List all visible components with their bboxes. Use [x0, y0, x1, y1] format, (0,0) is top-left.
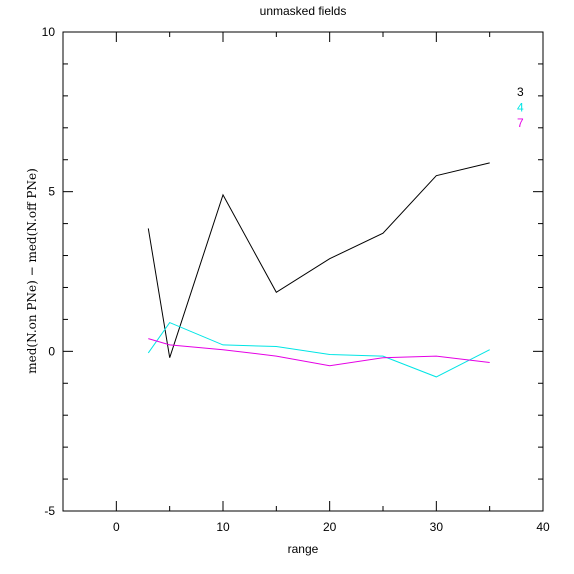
series-lines [147, 162, 490, 378]
legend-entry-7: 7 [517, 116, 524, 130]
x-axis-label: range [288, 542, 319, 556]
chart-title: unmasked fields [260, 4, 347, 18]
series-line-3 [147, 162, 490, 358]
x-tick-label: 40 [536, 520, 550, 534]
x-tick-label: 30 [430, 520, 444, 534]
legend: 3 47 [517, 85, 524, 130]
series-line-7 [148, 338, 490, 367]
axis-tick-labels: 0 10 20 30 40 -5 0 5 10 [42, 25, 550, 534]
series-line-4 [147, 321, 490, 378]
x-tick-label: 0 [113, 520, 120, 534]
y-tick-label: -5 [44, 504, 55, 518]
y-tick-label: 5 [48, 185, 55, 199]
x-tick-label: 10 [216, 520, 230, 534]
y-tick-label: 10 [42, 25, 56, 39]
legend-entry-3: 3 [517, 85, 524, 99]
plot-frame [62, 31, 544, 512]
x-tick-label: 20 [323, 520, 337, 534]
y-axis-label: med(N.on PNe) − med(N.off PNe) [25, 168, 39, 374]
axis-ticks [62, 31, 544, 512]
legend-entry-4: 4 [517, 101, 524, 115]
y-tick-label: 0 [48, 344, 55, 358]
